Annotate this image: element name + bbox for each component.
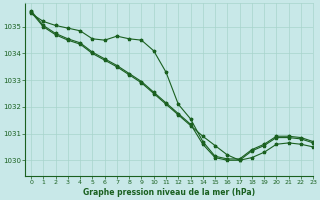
X-axis label: Graphe pression niveau de la mer (hPa): Graphe pression niveau de la mer (hPa): [83, 188, 255, 197]
